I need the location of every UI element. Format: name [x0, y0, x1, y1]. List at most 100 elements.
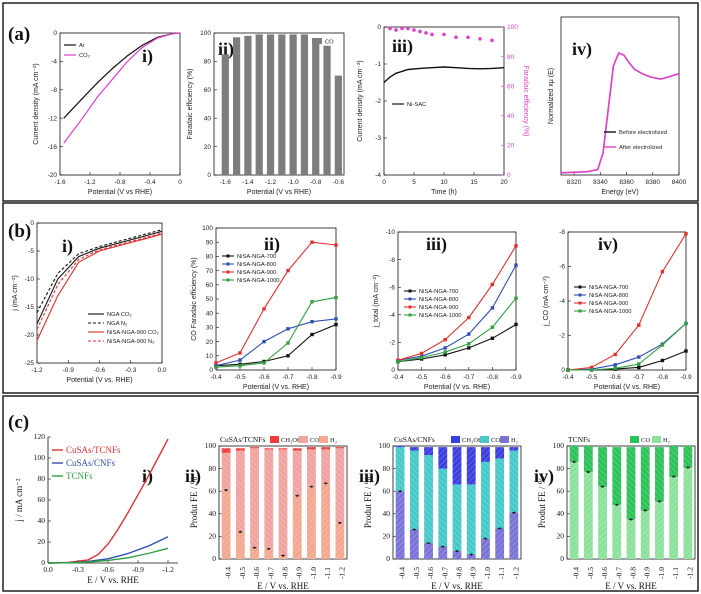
- c-ii-xtick-label: -0.7: [266, 567, 275, 579]
- b-iv-xtick-label: -0.5: [586, 374, 598, 381]
- b-iv-s3-point: [684, 321, 688, 326]
- c-iii-bar-hatch: [466, 484, 476, 555]
- c-iii-xtick-label: -0.5: [412, 567, 421, 579]
- c-iii-legend-swatch: [480, 436, 489, 443]
- b-iv-ytick-label: -6: [559, 264, 565, 271]
- c-iv-errbar-dot: [629, 518, 633, 521]
- b-ii-s2-point: [238, 351, 242, 355]
- c-iii-xtick-label: -1.1: [497, 567, 506, 579]
- c-ii-errbar-dot: [239, 530, 242, 533]
- b-ii-legend-label: NiSA-NGA-1000: [237, 278, 280, 284]
- b-ii-legend-marker: [226, 270, 230, 274]
- c-ii-bar-hatch: [335, 522, 345, 559]
- c-iii-xtick-label: -0.7: [440, 567, 449, 579]
- c-iii-ylabel: Produt FE / %: [363, 476, 373, 528]
- a-i-ylabel: Current density (mA cm⁻²): [33, 63, 40, 145]
- b-ii-legend-marker: [226, 262, 230, 266]
- c-ii-errbar-dot: [338, 521, 341, 524]
- a-iii-xtick-label: 10: [440, 179, 448, 186]
- b-iii-s0-point: [514, 322, 518, 327]
- b-iv-s2-point: [589, 365, 594, 370]
- c-ii-bar-hatch: [221, 452, 231, 491]
- b-i-line-3: [36, 232, 163, 330]
- c-i-line-2: [47, 547, 169, 564]
- a-ii-ytick-label: 80: [204, 59, 212, 66]
- b-ii-chart: 0 10 20 30 40 50 60 70 80 90 100 -0.4 -0.5 -0.6 -0.7 -0…: [191, 225, 342, 391]
- c-iv-legend-swatch: [652, 436, 661, 443]
- c-ii-bar-hatch: [307, 449, 316, 487]
- c-iii-bar-hatch: [438, 468, 448, 547]
- b-iii-ylabel: j_total (mA cm⁻²): [373, 275, 380, 329]
- b-iii-s2-point: [443, 337, 447, 342]
- b-iv-ylabel: j_CO (mA cm⁻²): [543, 276, 550, 327]
- c-iv-xtick-label: -0.9: [643, 567, 652, 579]
- c-iii-bar-hatch: [395, 447, 405, 492]
- b-iv-ytick-label: 0: [561, 367, 565, 374]
- c-iv-xtick-label: -0.7: [614, 567, 623, 579]
- a-iii-ytick-label: 0: [377, 24, 381, 31]
- a-iv-numeral: iv): [572, 39, 592, 60]
- c-iii-errbar-dot: [498, 527, 501, 530]
- a-ii-bar: [289, 34, 297, 175]
- c-iii-bar-hatch: [481, 447, 490, 462]
- c-iv-xtick-label: -0.8: [629, 567, 638, 579]
- a-iv-xtick-label: 8360: [619, 179, 634, 186]
- c-iv-xtick-label: -0.5: [586, 567, 595, 579]
- b-ii-s1-point: [334, 317, 338, 321]
- c-iv-bar-hatch: [683, 446, 693, 468]
- c-iii-bar-hatch: [395, 491, 405, 559]
- c-iv-bar-hatch: [640, 447, 650, 511]
- c-ii-legend-label: H₂: [330, 437, 337, 444]
- b-iii-legend-marker: [408, 305, 412, 309]
- c-iii-bar-hatch: [495, 447, 505, 459]
- c-iv-bar-hatch: [626, 519, 636, 559]
- c-iii-errbar-dot: [470, 553, 473, 556]
- b-iii-s1-point: [467, 332, 471, 336]
- c-iii-legend-swatch: [451, 436, 460, 443]
- b-ii-s3-point: [286, 341, 290, 345]
- b-iii-xtick-label: -0.4: [392, 374, 404, 381]
- c-i-ylabel: j / mA cm⁻²: [14, 478, 24, 523]
- a-iv-xtick-label: 8340: [593, 179, 608, 186]
- c-iv-xtick-label: -0.6: [600, 567, 609, 579]
- c-i-xlabel: E / V vs. RHE: [87, 575, 139, 585]
- c-ii-xtick-label: -0.4: [224, 567, 233, 579]
- c-i-xtick-label: 0.0: [43, 565, 53, 574]
- a-ii-ylabel: Faradaic efficiency (%): [187, 68, 194, 139]
- a-i-xtick-label: -1.2: [84, 179, 96, 186]
- b-iii-s0-point: [443, 353, 447, 357]
- c-ii-errbar-dot: [281, 554, 285, 557]
- c-ii-ytick-label: 80: [209, 464, 217, 473]
- a-ii-xtick-label: -0.6: [333, 179, 345, 186]
- b-iii-legend-label: NiSA-NGA-800: [419, 297, 458, 303]
- b-i-ytick-label: -25: [25, 360, 35, 367]
- c-ii-bar-hatch: [235, 448, 245, 451]
- c-iii-xtick-label: -0.9: [469, 567, 478, 579]
- a-iii-xtick-label: 0: [382, 179, 386, 186]
- c-i-ytick-label: 20: [38, 537, 46, 546]
- a-iii-fe-point: [418, 29, 422, 34]
- b-iii-numeral: iii): [426, 234, 447, 255]
- b-i-line-0: [36, 230, 163, 325]
- b-ii-numeral: ii): [264, 234, 280, 255]
- a-iii-ylabel2: Faradaic efficiency (%): [522, 65, 529, 136]
- c-iv-bar-hatch: [640, 510, 650, 559]
- a-ii-ytick-label: 40: [204, 115, 212, 122]
- b-iv-s0-point: [660, 358, 665, 363]
- c-iii-bar-hatch: [395, 446, 405, 448]
- c-i-line-1: [47, 536, 169, 564]
- a-ii-bar: [300, 34, 309, 175]
- c-ii-bar-hatch: [292, 495, 302, 559]
- b-iv-legend-marker: [578, 293, 582, 297]
- a-i-numeral: i): [142, 46, 153, 67]
- a-i-ytick-label: -20: [48, 172, 58, 179]
- b-iii-s1-point: [443, 346, 447, 350]
- b-iii-plot-frame: [397, 231, 517, 371]
- b-ii-legend-marker: [226, 254, 230, 258]
- a-i-legend-label: Ar: [79, 43, 85, 49]
- b-ii-ytick-label: 80: [206, 254, 214, 261]
- a-ii-chart: 0 20 40 60 80 100 -1.6 -1.4 -1.2 -1.0 -0.8 -0.6 Pote…: [187, 30, 345, 196]
- c-i-xtick-label: -0.6: [102, 565, 114, 574]
- c-ii-bar-hatch: [292, 450, 302, 496]
- c-ii-legend-label: CO: [310, 437, 319, 444]
